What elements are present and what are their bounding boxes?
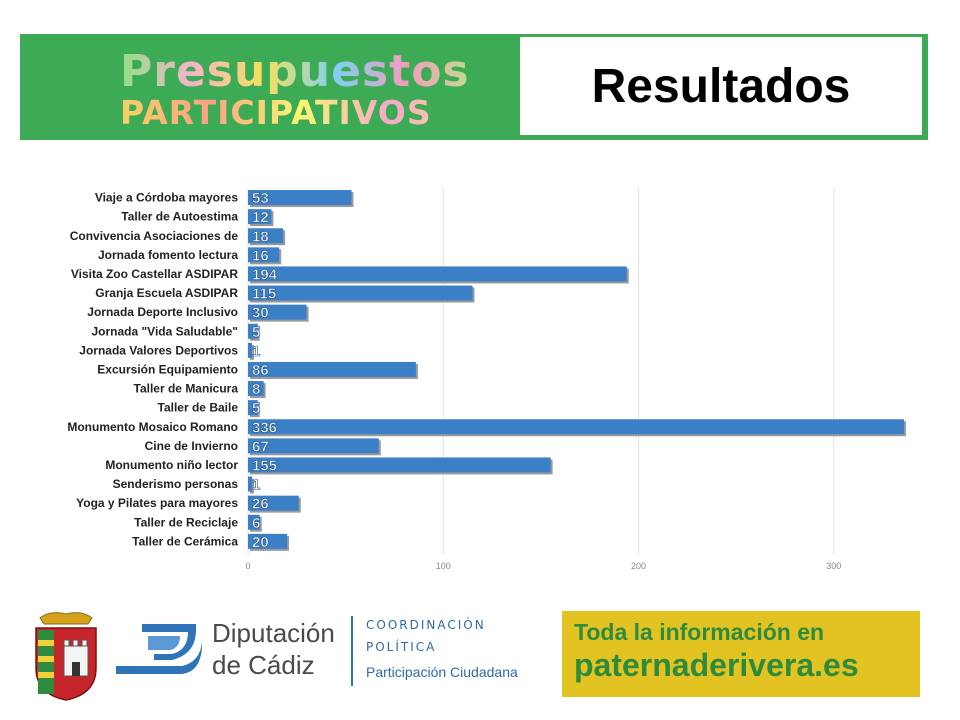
category-label: Taller de Baile — [158, 401, 239, 415]
category-labels: Viaje a Córdoba mayores Taller de Autoest… — [67, 191, 238, 549]
website-link[interactable]: paternaderivera.es — [574, 647, 859, 683]
category-label: Cine de Invierno — [145, 439, 238, 453]
x-axis-ticks: 0 100 200 300 — [245, 561, 841, 571]
bar — [248, 476, 252, 492]
bar-value-label: 5 — [252, 324, 260, 341]
bar-value-label: 1 — [252, 477, 260, 494]
bar — [248, 381, 264, 397]
bar — [248, 361, 416, 377]
bar — [248, 190, 352, 206]
logo-line-1: Presupuestos — [120, 50, 480, 94]
bar — [248, 247, 280, 263]
bar-value-label: 336 — [252, 419, 277, 436]
bar-value-label: 53 — [252, 190, 269, 207]
bar — [248, 342, 252, 358]
diputacion-region: de Cádiz — [212, 650, 315, 680]
category-label: Senderismo personas — [113, 477, 239, 491]
category-label: Monumento niño lector — [105, 458, 238, 472]
x-tick-label: 100 — [436, 561, 451, 571]
category-label: Granja Escuela ASDIPAR — [95, 286, 238, 300]
category-label: Visita Zoo Castellar ASDIPAR — [71, 267, 238, 281]
category-label: Jornada Valores Deportivos — [79, 343, 238, 357]
category-label: Convivencia Asociaciones de — [70, 229, 239, 243]
category-label: Excursión Equipamiento — [97, 362, 238, 376]
category-label: Taller de Reciclaje — [134, 515, 238, 529]
bar — [248, 285, 473, 301]
category-label: Monumento Mosaico Romano — [67, 420, 238, 434]
results-title-box: Resultados — [520, 37, 922, 135]
bar-value-label: 67 — [252, 438, 269, 455]
bar — [248, 400, 258, 416]
bar — [248, 457, 551, 473]
bar — [248, 228, 284, 244]
bar-value-label: 20 — [252, 534, 269, 551]
bar — [248, 514, 260, 530]
x-tick-label: 0 — [245, 561, 250, 571]
bar-value-label: 6 — [252, 515, 260, 532]
bar — [248, 495, 299, 511]
category-label: Taller de Cerámica — [132, 534, 238, 548]
bar-value-label: 8 — [252, 381, 260, 398]
bar-value-label: 16 — [252, 247, 269, 264]
coordination-line-1: COORDINACIÓN — [366, 618, 486, 632]
category-label: Viaje a Córdoba mayores — [95, 191, 239, 205]
bar-value-label: 26 — [252, 496, 269, 513]
coordination-line-2: POLÍTICA — [366, 640, 437, 654]
bar — [248, 266, 627, 282]
bar-value-label: 86 — [252, 362, 269, 379]
bar — [248, 419, 904, 435]
info-text: Toda la información en — [574, 619, 825, 645]
bar-value-label: 155 — [252, 457, 277, 474]
header-banner: Presupuestos PARTICIPATIVOS Resultados — [20, 34, 928, 140]
bar-value-label: 12 — [252, 209, 269, 226]
bar — [248, 304, 307, 320]
bar-value-label: 115 — [252, 286, 276, 303]
bar — [248, 209, 272, 225]
category-label: Jornada Deporte Inclusivo — [87, 305, 238, 319]
bar — [248, 438, 379, 454]
bar-chart: 53 12 18 16 194 115 30 5 1 86 8 5 336 67 155 1 26 6 20 Via… — [67, 188, 906, 571]
bar-value-label: 30 — [252, 305, 269, 322]
bars: 53 12 18 16 194 115 30 5 1 86 8 5 336 67 155 1 26 6 20 — [248, 190, 906, 551]
coordination-line-3: Participación Ciudadana — [366, 664, 518, 680]
bar — [248, 533, 288, 549]
presupuestos-logo: Presupuestos PARTICIPATIVOS — [120, 50, 480, 132]
bar-value-label: 18 — [252, 228, 269, 245]
category-label: Taller de Manicura — [134, 382, 239, 396]
page-title: Resultados — [591, 59, 851, 113]
town-crest-icon — [35, 612, 97, 701]
logo-line-2: PARTICIPATIVOS — [120, 94, 480, 132]
bar — [248, 323, 258, 339]
category-label: Jornada "Vida Saludable" — [91, 324, 238, 338]
category-label: Jornada fomento lectura — [98, 248, 238, 262]
bar-value-label: 1 — [252, 343, 260, 360]
x-tick-label: 200 — [631, 561, 646, 571]
diputacion-logo-icon — [116, 624, 202, 674]
footer-divider — [351, 616, 353, 686]
category-label: Yoga y Pilates para mayores — [76, 496, 238, 510]
bar-value-label: 194 — [252, 266, 278, 283]
x-tick-label: 300 — [826, 561, 841, 571]
diputacion-name: Diputación — [212, 618, 335, 648]
footer: Diputación de Cádiz COORDINACIÓN POLÍTIC… — [0, 600, 960, 720]
category-label: Taller de Autoestima — [121, 210, 238, 224]
bar-value-label: 5 — [252, 400, 260, 417]
info-banner: Toda la información en paternaderivera.e… — [562, 611, 920, 697]
